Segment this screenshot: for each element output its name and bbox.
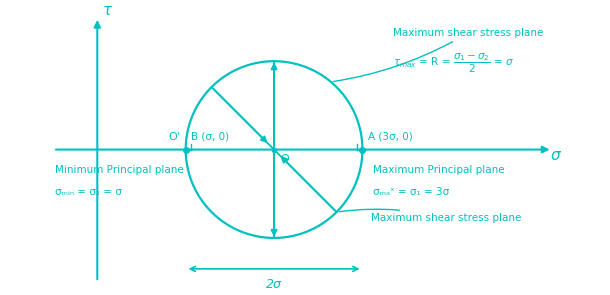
Text: σₘₐˣ = σ₁ = 3σ: σₘₐˣ = σ₁ = 3σ — [373, 187, 450, 197]
Text: τ: τ — [102, 3, 112, 18]
Text: Minimum Principal plane: Minimum Principal plane — [55, 165, 184, 176]
Text: Maximum shear stress plane: Maximum shear stress plane — [339, 209, 522, 223]
Text: B (σ, 0): B (σ, 0) — [191, 132, 229, 142]
Text: O: O — [280, 154, 289, 164]
Text: 2σ: 2σ — [266, 278, 282, 291]
Text: A (3σ, 0): A (3σ, 0) — [368, 132, 412, 142]
Text: σ: σ — [550, 148, 560, 163]
Text: σₘᵢₙ = σ₂ = σ: σₘᵢₙ = σ₂ = σ — [55, 187, 122, 197]
Text: Maximum Principal plane: Maximum Principal plane — [373, 165, 504, 176]
Text: O': O' — [168, 132, 181, 142]
Text: $\tau_{max}$ = R = $\dfrac{\sigma_1 - \sigma_2}{2}$ = $\sigma$: $\tau_{max}$ = R = $\dfrac{\sigma_1 - \s… — [393, 52, 515, 76]
Text: Maximum shear stress plane: Maximum shear stress plane — [334, 28, 544, 81]
